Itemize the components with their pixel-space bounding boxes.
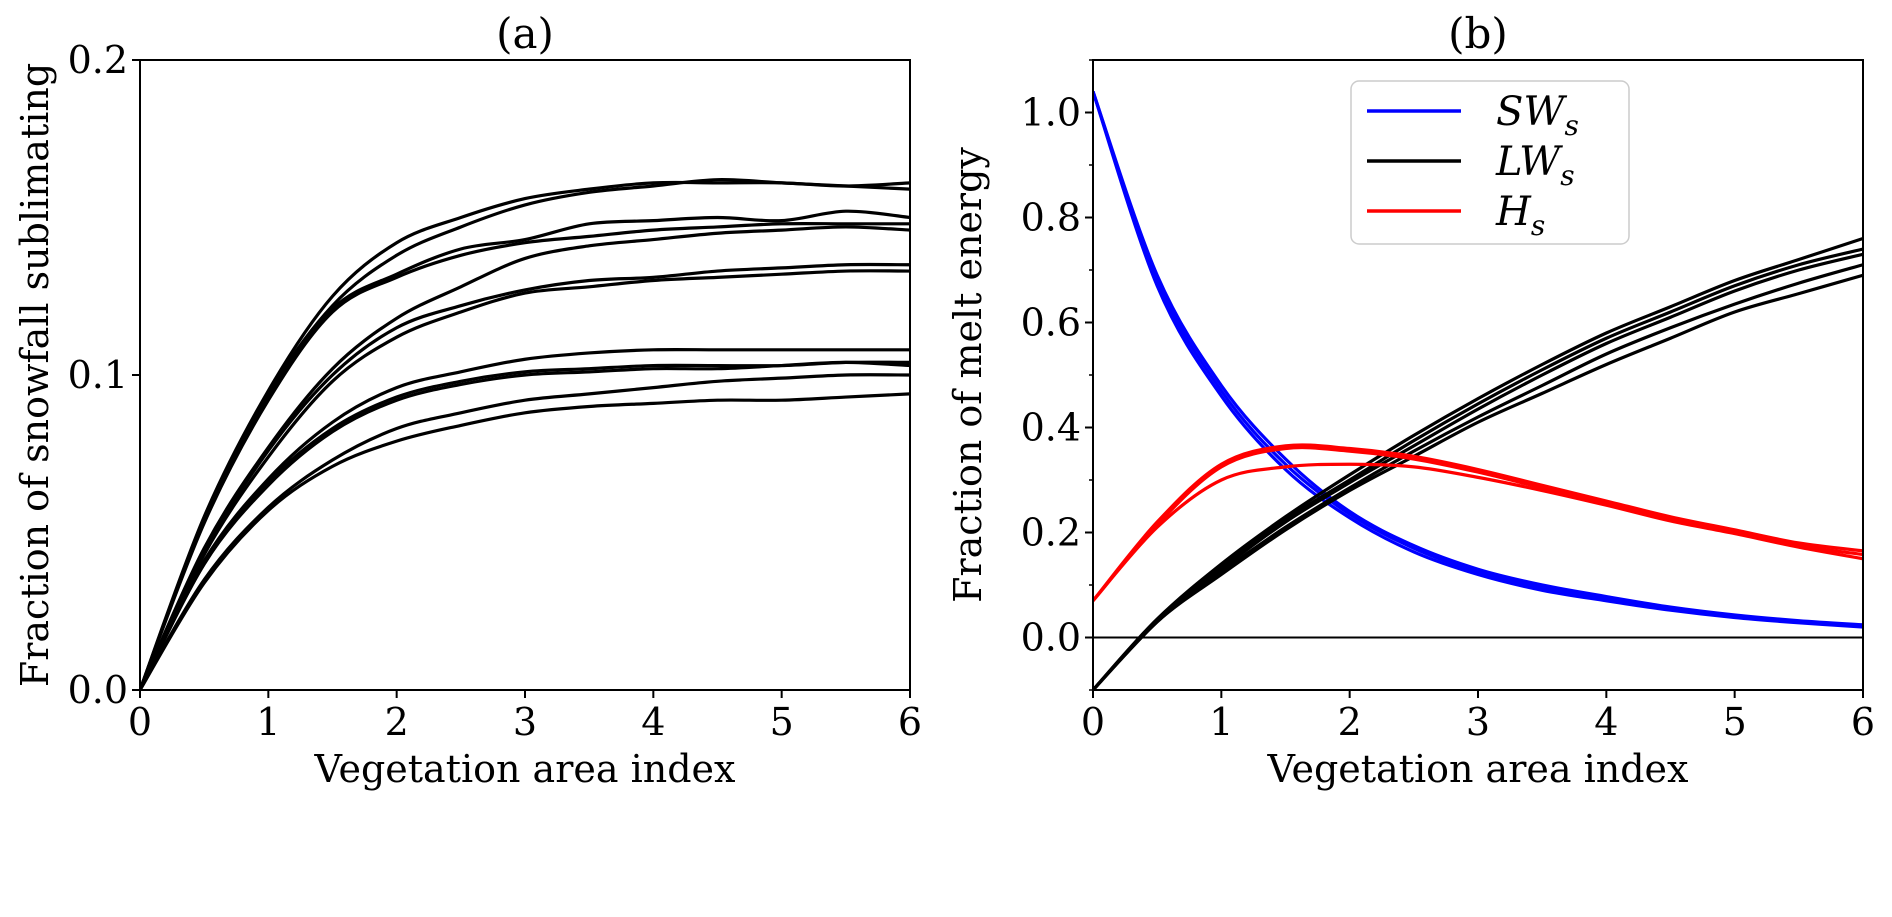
y-tick-label: 0.8	[1021, 196, 1081, 240]
series-line-2	[140, 209, 910, 690]
x-axis-label: Vegetation area index	[314, 747, 736, 791]
panel-title: (b)	[1448, 9, 1508, 58]
x-tick-label: 6	[898, 700, 922, 744]
series-line-lw-4	[1093, 247, 1863, 690]
x-tick-label: 1	[256, 700, 280, 744]
series-line-9	[140, 360, 910, 690]
x-tick-label: 5	[1723, 700, 1747, 744]
legend-label-main: LW	[1495, 139, 1563, 185]
y-tick-label: 0.1	[68, 353, 128, 397]
x-tick-label: 3	[513, 700, 537, 744]
x-tick-label: 2	[1338, 700, 1362, 744]
series-line-4	[140, 225, 910, 690]
series-line-lw-6	[1093, 263, 1863, 690]
x-tick-label: 4	[1594, 700, 1618, 744]
legend-box	[1350, 80, 1630, 245]
legend-label-main: SW	[1496, 89, 1567, 135]
series-line-5	[140, 262, 910, 690]
y-tick-label: 1.0	[1021, 91, 1081, 135]
legend-label-main: H	[1495, 189, 1532, 235]
panel-b: 0 1 2 3 4 5 6 0.0 0.2 0.4 0.6 0.8 1.0 (b) Vegetation a…	[946, 9, 1875, 791]
y-tick-label: 0.0	[1021, 616, 1081, 660]
x-axis-label: Vegetation area index	[1267, 747, 1689, 791]
series-line-11	[140, 392, 910, 690]
series-line-lw-5	[1093, 252, 1863, 690]
x-tick-label: 5	[770, 700, 794, 744]
y-tick-label: 0.4	[1021, 406, 1081, 450]
legend-label-lw: LWs	[1495, 139, 1575, 192]
y-tick-label: 0.2	[68, 38, 128, 82]
series-line-10	[140, 373, 910, 690]
panel-title: (a)	[496, 9, 554, 58]
x-tick-label: 0	[1081, 700, 1105, 744]
y-tick-label: 0.2	[1021, 511, 1081, 555]
panel-a: 0 1 2 3 4 5 6 0.0 0.1 0.2 (a) Vegetation area index…	[13, 9, 922, 791]
legend-label-sw: SWs	[1496, 89, 1579, 142]
legend-label-subscript: s	[1531, 209, 1545, 242]
series-line-6	[140, 269, 910, 690]
x-tick-label: 1	[1209, 700, 1233, 744]
x-tick-label: 4	[641, 700, 665, 744]
series-line-sw-2	[1093, 90, 1863, 629]
series-line-lw-7	[1093, 273, 1863, 690]
y-axis-label: Fraction of snowfall sublimating	[13, 63, 57, 687]
legend-label-subscript: s	[1565, 109, 1579, 142]
y-tick-label: 0.0	[68, 668, 128, 712]
legend-label-subscript: s	[1560, 159, 1574, 192]
series-line-h-10	[1093, 462, 1863, 602]
series-line-lw-3	[1093, 236, 1863, 690]
legend-label-h: Hs	[1495, 189, 1545, 242]
series-line-1	[140, 178, 910, 690]
x-tick-label: 2	[385, 700, 409, 744]
y-tick-label: 0.6	[1021, 301, 1081, 345]
series-line-3	[140, 221, 910, 690]
y-axis-label: Fraction of melt energy	[946, 147, 990, 603]
x-tick-label: 6	[1851, 700, 1875, 744]
x-tick-label: 3	[1466, 700, 1490, 744]
series-line-h-8	[1093, 443, 1863, 602]
x-tick-label: 0	[128, 700, 152, 744]
series-line-7	[140, 347, 910, 690]
